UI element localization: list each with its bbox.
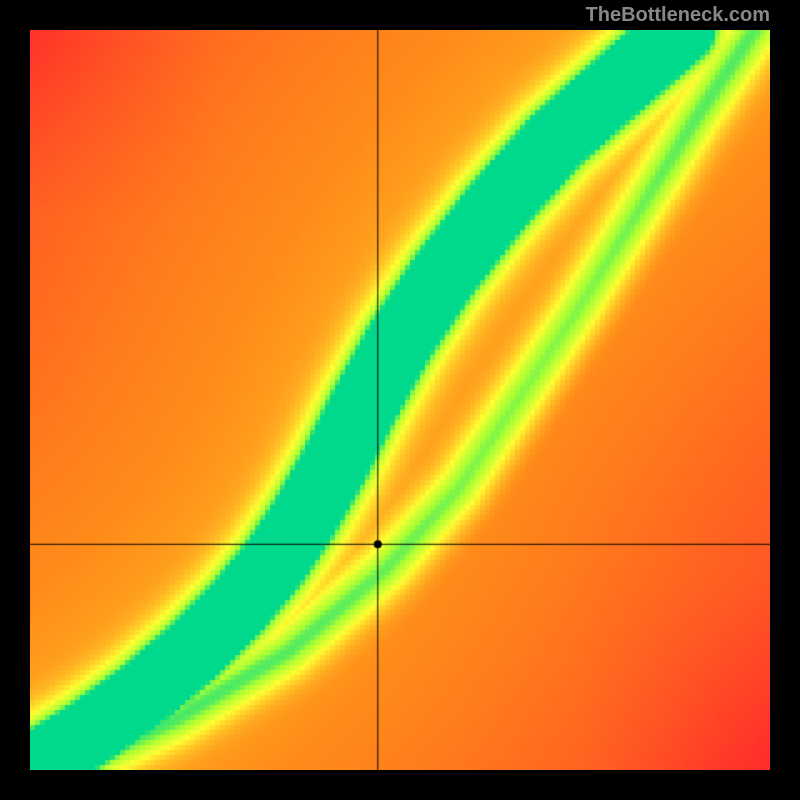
watermark-text: TheBottleneck.com — [586, 4, 770, 27]
heatmap-canvas — [30, 30, 770, 770]
heatmap-plot — [30, 30, 770, 770]
